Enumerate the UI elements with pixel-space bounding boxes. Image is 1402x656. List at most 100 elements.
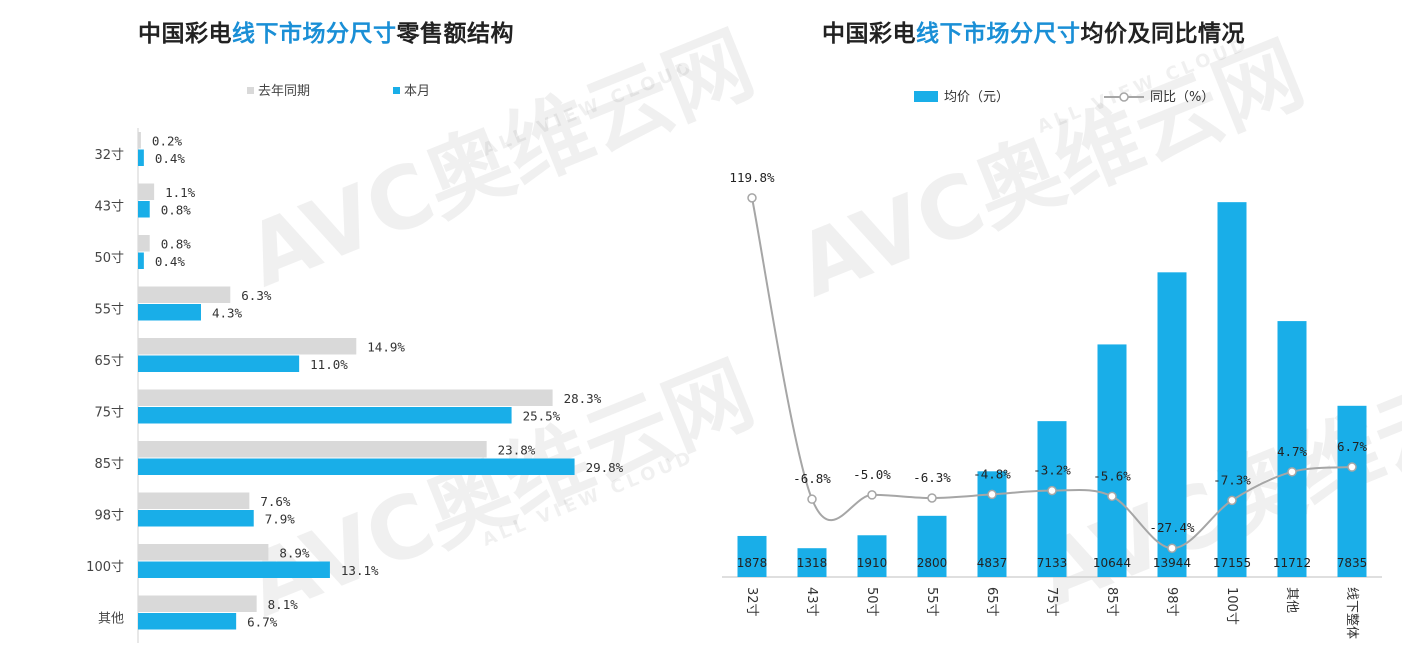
price-label: 1878 xyxy=(737,556,768,570)
category-label: 43寸 xyxy=(94,199,124,214)
yoy-label: -5.0% xyxy=(853,467,891,482)
avg-price-panel: 中国彩电线下市场分尺寸均价及同比情况 AVC奥维云网 ALL VIEW CLOU… xyxy=(700,0,1402,656)
data-label: 7.6% xyxy=(260,494,291,509)
price-label: 11712 xyxy=(1273,556,1311,570)
bar-current xyxy=(138,201,150,218)
price-bar xyxy=(1277,321,1307,577)
legend-label-yoy: 同比（%） xyxy=(1150,90,1214,105)
category-label: 75寸 xyxy=(94,405,124,420)
category-label: 55寸 xyxy=(924,587,939,617)
yoy-label: -5.6% xyxy=(1093,468,1131,483)
yoy-point xyxy=(1347,462,1357,472)
category-label: 65寸 xyxy=(94,354,124,369)
data-label: 11.0% xyxy=(310,357,348,372)
title-part-3: 均价及同比情况 xyxy=(1080,21,1245,47)
bar-previous xyxy=(138,235,150,252)
data-label: 0.4% xyxy=(155,254,186,269)
bar-previous xyxy=(138,338,357,355)
bar-previous xyxy=(138,492,250,509)
category-label: 43寸 xyxy=(804,587,819,617)
data-label: 7.9% xyxy=(265,512,296,527)
category-label: 100寸 xyxy=(1224,587,1239,625)
bar-previous xyxy=(138,544,269,561)
title-part-2: 线下市场分尺寸 xyxy=(232,21,397,47)
price-bar xyxy=(737,535,767,577)
category-label: 其他 xyxy=(98,611,124,626)
title-part-1: 中国彩电 xyxy=(822,21,916,47)
price-bar xyxy=(1217,202,1247,577)
category-label: 线下整体 xyxy=(1344,587,1359,639)
category-label: 其他 xyxy=(1284,587,1299,613)
price-bar xyxy=(1157,272,1187,577)
price-bar xyxy=(1337,405,1367,577)
category-label: 55寸 xyxy=(94,302,124,317)
price-bar xyxy=(1097,344,1127,577)
legend-swatch-previous xyxy=(247,87,254,94)
category-label: 75寸 xyxy=(1044,587,1059,617)
title-part-2: 线下市场分尺寸 xyxy=(916,21,1081,47)
price-label: 2800 xyxy=(917,556,948,570)
data-label: 6.3% xyxy=(241,288,272,303)
price-bar xyxy=(797,548,827,577)
yoy-point xyxy=(987,489,997,500)
data-label: 23.8% xyxy=(498,443,536,458)
yoy-point xyxy=(867,490,877,500)
price-label: 17155 xyxy=(1213,556,1251,570)
data-label: 6.7% xyxy=(247,615,278,630)
category-label: 50寸 xyxy=(94,251,124,266)
bar-current xyxy=(138,561,330,578)
price-label: 7133 xyxy=(1037,556,1068,570)
legend-swatch-current xyxy=(393,87,400,94)
category-label: 85寸 xyxy=(1104,587,1119,617)
price-label: 7835 xyxy=(1337,556,1368,570)
yoy-label: -7.3% xyxy=(1213,472,1251,487)
yoy-point xyxy=(1047,485,1057,496)
data-label: 0.8% xyxy=(161,237,192,252)
yoy-point xyxy=(1287,467,1297,477)
yoy-point xyxy=(807,494,817,504)
price-label: 1318 xyxy=(797,556,828,570)
legend-label-previous: 去年同期 xyxy=(258,84,310,99)
yoy-point xyxy=(747,193,757,203)
data-label: 8.9% xyxy=(279,546,310,561)
legend-label-price: 均价（元） xyxy=(944,90,1009,105)
data-label: 29.8% xyxy=(586,460,624,475)
price-bar xyxy=(857,535,887,577)
avg-price-title: 中国彩电线下市场分尺寸均价及同比情况 xyxy=(822,14,1245,48)
retail-share-title: 中国彩电线下市场分尺寸零售额结构 xyxy=(138,14,514,48)
bar-current xyxy=(138,407,512,424)
yoy-label: -27.4% xyxy=(1149,520,1195,535)
category-label: 98寸 xyxy=(94,508,124,523)
yoy-label: 119.8% xyxy=(729,170,775,185)
yoy-point xyxy=(1167,543,1177,553)
price-bar xyxy=(977,471,1007,577)
title-part-3: 零售额结构 xyxy=(396,21,514,47)
price-label: 13944 xyxy=(1153,556,1191,570)
legend-swatch-price xyxy=(914,91,938,102)
legend-marker-yoy xyxy=(1119,92,1129,102)
legend-label-current: 本月 xyxy=(404,84,430,99)
bar-current xyxy=(138,304,201,321)
data-label: 25.5% xyxy=(523,409,561,424)
category-label: 32寸 xyxy=(94,148,124,163)
price-label: 1910 xyxy=(857,556,888,570)
bar-previous xyxy=(138,183,155,200)
category-label: 50寸 xyxy=(864,587,879,617)
yoy-label: -4.8% xyxy=(973,466,1011,481)
retail-share-chart: 去年同期 本月 32寸 0.2% 0.4% 43寸 1.1% 0.8% 50寸 0.8% 0.4% 5… xyxy=(86,84,624,643)
bar-current xyxy=(138,613,237,630)
data-label: 13.1% xyxy=(341,563,379,578)
data-label: 1.1% xyxy=(165,185,196,200)
yoy-label: -6.8% xyxy=(793,471,831,486)
avg-price-chart: 均价（元） 同比（%） 1878 32寸 1318 43寸 1910 50寸 2800 55寸 48… xyxy=(722,90,1382,639)
bar-previous xyxy=(138,132,141,149)
bar-previous xyxy=(138,441,487,458)
data-label: 28.3% xyxy=(564,391,602,406)
yoy-label: 6.7% xyxy=(1337,439,1368,454)
category-label: 100寸 xyxy=(86,560,124,575)
yoy-label: -3.2% xyxy=(1033,463,1071,478)
retail-share-panel: 中国彩电线下市场分尺寸零售额结构 AVC奥维云网 ALL VIEW CLOUD … xyxy=(0,0,767,656)
bar-current xyxy=(138,149,144,166)
price-bar xyxy=(1037,421,1067,577)
bar-current xyxy=(138,252,144,269)
